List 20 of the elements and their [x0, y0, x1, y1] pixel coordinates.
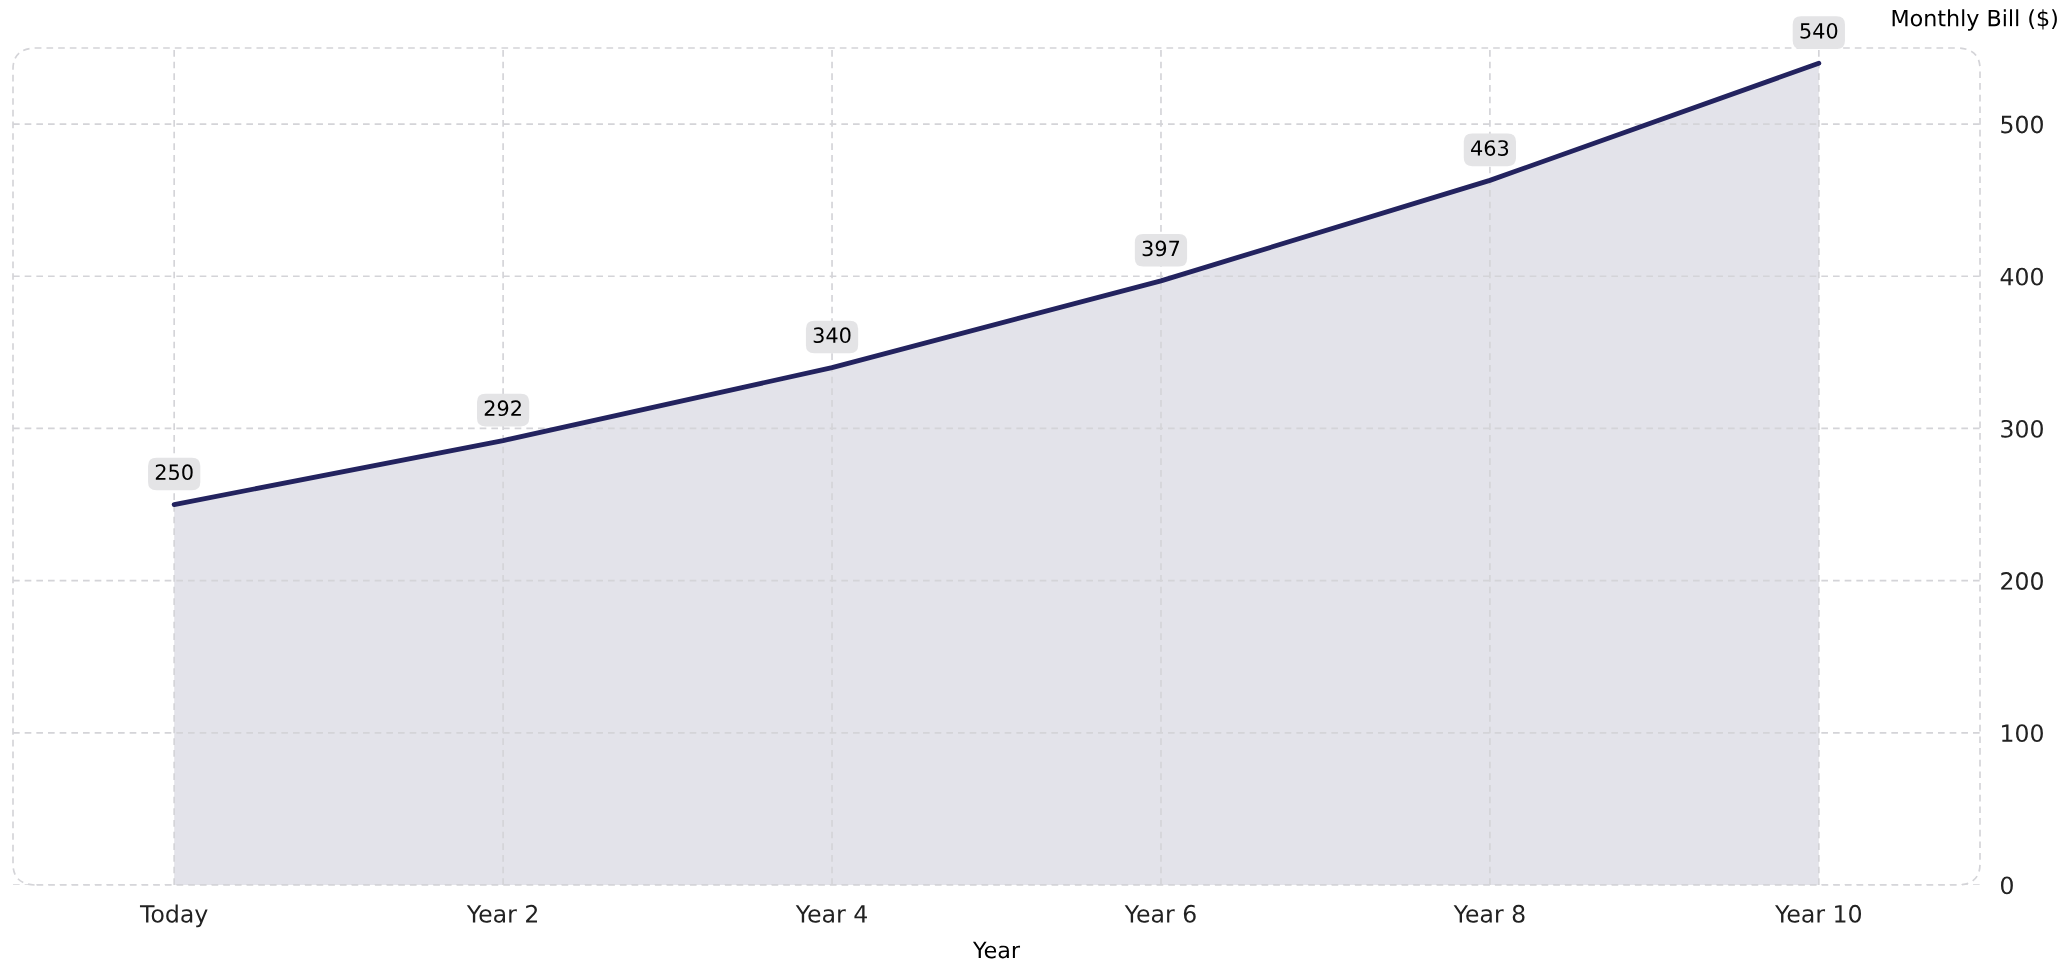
x-tick-label: Year 6 [1124, 904, 1196, 923]
x-tick-label: Today [139, 904, 208, 928]
data-label: 250 [155, 464, 193, 481]
data-label: 397 [1142, 240, 1180, 257]
data-label: 540 [1800, 22, 1838, 39]
x-tick-label: Year 10 [1775, 904, 1862, 923]
data-label: 292 [484, 400, 521, 417]
y-tick-label: 200 [2001, 572, 2043, 590]
y-axis-title: Monthly Bill ($) [1892, 9, 2057, 31]
x-axis-title: Year [972, 941, 1021, 959]
y-tick-label: 100 [2002, 724, 2043, 743]
data-label: 463 [1471, 140, 1509, 156]
y-tick-label: 0 [2001, 876, 2013, 895]
x-tick-label: Year 4 [795, 905, 867, 923]
y-tick-label: 300 [2001, 419, 2043, 438]
y-tick-label: 500 [2001, 115, 2043, 134]
x-tick-label: Year 2 [466, 904, 537, 923]
data-label: 340 [813, 327, 851, 344]
y-tick-label: 400 [2000, 267, 2043, 286]
x-tick-label: Year 8 [1453, 904, 1525, 923]
